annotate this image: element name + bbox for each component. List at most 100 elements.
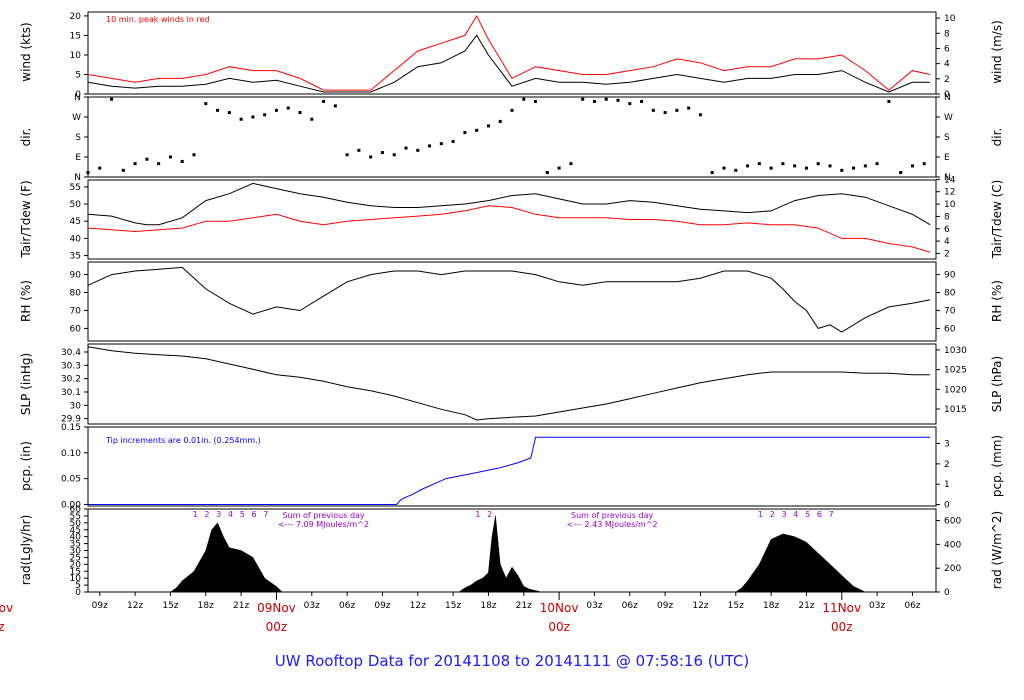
data-point [781, 162, 785, 166]
data-point [804, 166, 808, 170]
day-label-hour: 00z [0, 620, 5, 634]
y-axis-label: rad(Lgly/hr) [19, 515, 33, 586]
series-line [87, 205, 931, 253]
daylight-hour-label: 5 [240, 510, 245, 519]
series-area [169, 515, 866, 593]
y-tick-label: 10 [70, 51, 82, 61]
day-label: 09Nov [257, 601, 296, 615]
x-tick-label: 03z [869, 601, 885, 611]
data-point [887, 99, 891, 103]
x-tick-label: 03z [586, 601, 602, 611]
y-tick-label-right: 600 [944, 517, 961, 527]
data-point [863, 164, 867, 168]
data-point [404, 146, 408, 150]
data-point [286, 106, 290, 110]
x-tick-label: 15z [162, 601, 178, 611]
y-tick-label: 0 [75, 588, 81, 598]
data-point [345, 153, 349, 157]
daylight-hour-label: 2 [204, 510, 209, 519]
y-axis-label-right: SLP (hPa) [990, 356, 1004, 412]
data-point [545, 171, 549, 175]
y-tick-label-right: 6 [944, 225, 950, 235]
y-tick-label: 5 [75, 581, 81, 591]
y-tick-label-right: 1030 [944, 346, 967, 356]
data-point [628, 102, 632, 106]
y-tick-label: 45 [70, 217, 81, 227]
y-tick-label-right: 2 [944, 249, 950, 259]
time-axis: 09z 12z 15z 18z 21z 03z 06z 09z 12z 15z 18z 21z 03z 0… [0, 592, 921, 634]
data-point [734, 168, 738, 172]
y-tick-label-right: 200 [944, 564, 961, 574]
data-point [746, 164, 750, 168]
y-tick-label-right: 2 [944, 75, 950, 85]
y-tick-label: 60 [70, 324, 82, 334]
y-tick-label-right: N [944, 173, 951, 183]
data-point [380, 151, 384, 155]
data-point [157, 162, 161, 166]
data-point [510, 108, 514, 112]
data-point [227, 111, 231, 115]
y-tick-label-right: 0 [944, 90, 950, 100]
data-point [769, 166, 773, 170]
data-point [392, 153, 396, 157]
data-point [592, 99, 596, 103]
y-tick-label: 20 [70, 12, 82, 22]
y-tick-label: 20 [70, 560, 82, 570]
y-tick-label: N [74, 93, 81, 103]
data-point [899, 171, 903, 175]
y-tick-label: 25 [70, 553, 81, 563]
day-label-hour: 00z [831, 620, 853, 634]
y-tick-label: 5 [75, 70, 81, 80]
y-tick-label: 70 [70, 306, 82, 316]
x-tick-label: 12z [692, 601, 708, 611]
chart-title: UW Rooftop Data for 20141108 to 20141111… [275, 652, 749, 670]
panel-temperature: 35 40 45 50 55 2 4 6 8 10 12 14 Tair/Tdew (F) Tair/Td… [19, 175, 1004, 261]
y-tick-label-right: 0 [944, 501, 950, 511]
y-tick-label-right: 12 [944, 188, 955, 198]
y-tick-label: 29.9 [61, 415, 81, 425]
x-tick-label: 09z [374, 601, 390, 611]
y-tick-label-right: E [944, 153, 950, 163]
data-point [110, 97, 114, 101]
y-axis-label: dir. [19, 128, 33, 147]
y-tick-label: 30.4 [61, 348, 81, 358]
x-tick-label: 09z [657, 601, 673, 611]
data-point [498, 119, 502, 123]
data-point [534, 99, 538, 103]
data-point [310, 117, 314, 121]
data-point [333, 104, 337, 108]
x-tick-label: 21z [516, 601, 532, 611]
y-tick-label-right: 14 [944, 175, 956, 185]
y-tick-label-right: 8 [944, 29, 950, 39]
data-point [204, 102, 208, 106]
y-axis-label: SLP (inHg) [19, 353, 33, 415]
x-tick-label: 21z [798, 601, 814, 611]
data-point [416, 148, 420, 152]
data-point [428, 144, 432, 148]
data-point [557, 166, 561, 170]
y-tick-label-right: 4 [944, 237, 950, 247]
panel-precipitation: 0.00 0.05 0.10 0.15 0 1 2 3 pcp. (in) pcp. (mm) Ti… [19, 423, 1004, 511]
data-point [475, 128, 479, 132]
y-tick-label-right: 1025 [944, 366, 967, 376]
data-point [239, 117, 243, 121]
data-point [98, 166, 102, 170]
y-axis-label-right: dir. [990, 128, 1004, 147]
data-point [910, 164, 914, 168]
series-line [87, 14, 931, 91]
y-axis-label-right: RH (%) [990, 280, 1004, 322]
daylight-hour-label: 7 [263, 510, 268, 519]
y-tick-label-right: 2 [944, 460, 950, 470]
daylight-hour-label: 2 [487, 510, 492, 519]
radiation-sum-note: Sum of previous day [571, 511, 653, 520]
y-tick-label: 30 [70, 547, 82, 557]
data-point [640, 99, 644, 103]
series-line [87, 182, 931, 226]
y-tick-label: 15 [70, 567, 81, 577]
x-tick-label: 03z [304, 601, 320, 611]
y-tick-label-right: W [944, 113, 953, 123]
data-point [168, 155, 172, 159]
series-line [87, 34, 931, 93]
